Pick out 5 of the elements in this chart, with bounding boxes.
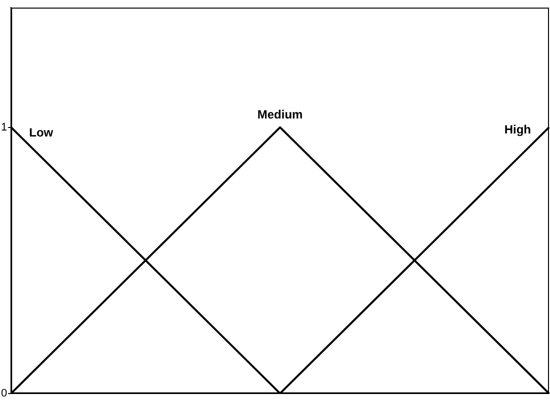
y-tick-label: 0 [0, 387, 8, 400]
series-label: Low [29, 126, 54, 140]
y-tick-label: 1 [0, 121, 8, 134]
series-label: Medium [257, 108, 303, 122]
series-label: High [504, 122, 531, 137]
